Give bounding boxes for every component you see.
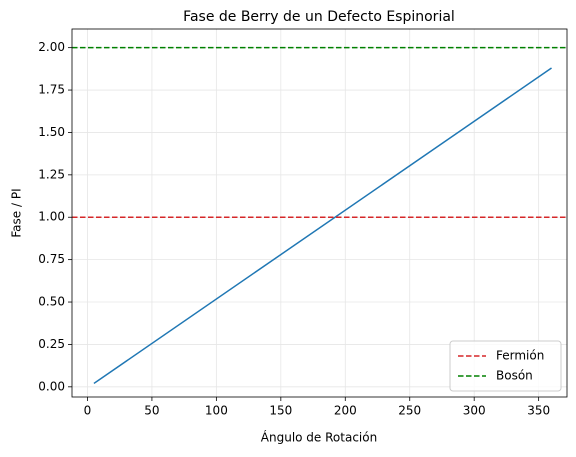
x-tick-label: 0 (84, 404, 92, 418)
x-tick-label: 200 (334, 404, 357, 418)
legend-label: Fermión (496, 349, 544, 363)
x-tick-label: 250 (398, 404, 421, 418)
y-tick-label: 1.50 (38, 125, 65, 139)
y-axis-label: Fase / PI (10, 188, 24, 237)
x-tick-label: 50 (144, 404, 159, 418)
x-tick-label: 350 (527, 404, 550, 418)
x-tick-label: 300 (463, 404, 486, 418)
y-tick-label: 1.75 (38, 83, 65, 97)
axes-frame (71, 28, 568, 398)
x-tick-label: 100 (205, 404, 228, 418)
data-line (93, 67, 552, 385)
legend-label: Bosón (496, 369, 533, 383)
legend-box (449, 340, 562, 392)
y-tick-label: 0.25 (38, 337, 65, 351)
y-tick-label: 1.00 (38, 210, 65, 224)
y-tick-label: 0.00 (38, 379, 65, 393)
x-tick-label: 150 (269, 404, 292, 418)
y-tick-label: 1.25 (38, 167, 65, 181)
y-tick-label: 0.75 (38, 252, 65, 266)
x-axis-label: Ángulo de Rotación (261, 430, 377, 445)
y-tick-label: 2.00 (38, 40, 65, 54)
chart-title: Fase de Berry de un Defecto Espinorial (183, 9, 455, 25)
y-tick-label: 0.50 (38, 295, 65, 309)
